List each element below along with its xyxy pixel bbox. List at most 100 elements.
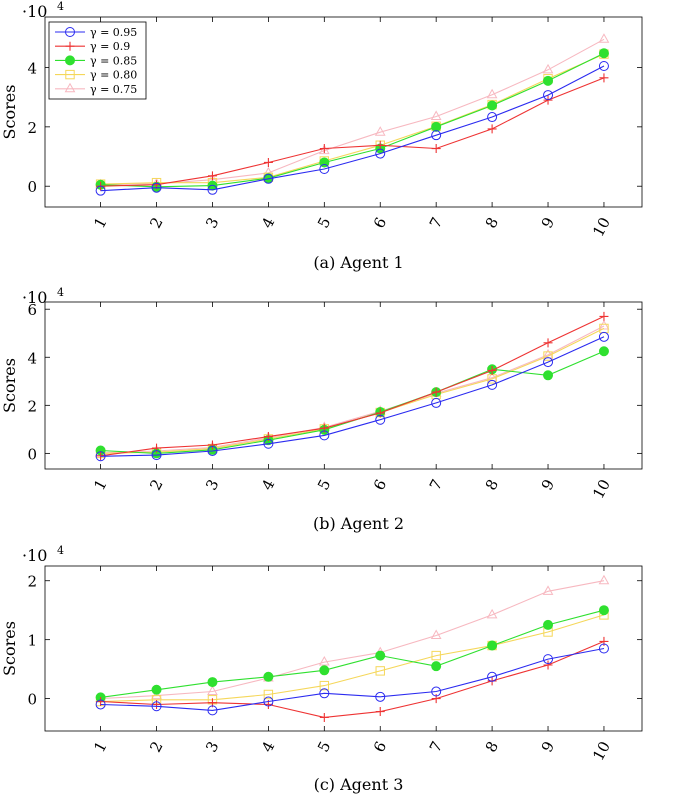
chart-caption: (a) Agent 1 — [313, 253, 403, 272]
data-point — [207, 677, 218, 688]
data-point — [263, 438, 274, 449]
data-point — [375, 691, 386, 702]
x-tick-label: 6 — [370, 476, 390, 493]
series-circle — [95, 643, 609, 716]
data-point — [151, 689, 162, 700]
exponent-label: ·10 — [22, 2, 47, 21]
data-point — [263, 173, 274, 184]
series-square — [95, 49, 609, 189]
x-tick-label: 1 — [90, 476, 110, 493]
data-point — [375, 666, 385, 676]
exponent-label: ·10 — [22, 288, 47, 307]
data-point — [431, 650, 441, 661]
x-tick-label: 6 — [370, 214, 390, 231]
data-point — [431, 694, 441, 704]
series-square — [95, 323, 609, 459]
data-point — [319, 688, 330, 699]
data-point — [375, 650, 386, 661]
data-point — [263, 671, 274, 682]
y-tick-label: 4 — [27, 59, 37, 77]
series-line — [100, 336, 605, 457]
y-tick-label: 2 — [27, 573, 37, 591]
series-line — [100, 325, 605, 454]
x-tick-label: 3 — [202, 214, 222, 231]
x-tick-label: 5 — [314, 214, 334, 231]
plot-frame — [44, 565, 643, 732]
data-point — [319, 164, 330, 174]
data-point — [151, 182, 162, 193]
series-circle — [95, 60, 609, 196]
data-point — [487, 365, 497, 375]
y-tick-label: 2 — [27, 119, 37, 137]
data-point — [487, 379, 498, 390]
data-point — [207, 685, 218, 696]
data-point — [487, 100, 498, 111]
data-point — [430, 110, 442, 120]
data-point — [598, 48, 609, 59]
series-plus — [96, 636, 609, 722]
data-point — [207, 440, 217, 450]
series-line — [100, 580, 605, 700]
chart-panel-2: 0 2 4 6 1 2 3 4 5 6 7 8 9 10 ·10 4 Scores (b) Agent 2 — [0, 286, 643, 533]
data-point — [375, 408, 385, 418]
data-point — [95, 451, 106, 462]
y-axis-label: Scores — [0, 621, 19, 676]
data-point — [487, 640, 498, 651]
x-tick-label: 2 — [146, 214, 166, 231]
legend-marker — [65, 55, 75, 66]
data-point — [152, 443, 162, 453]
x-tick-label: 4 — [258, 738, 278, 755]
data-point — [598, 605, 609, 616]
data-point — [319, 430, 330, 441]
series-plus — [96, 311, 609, 461]
legend-marker — [64, 82, 76, 93]
data-point — [151, 450, 162, 461]
data-point — [598, 574, 610, 585]
x-tick-label: 7 — [426, 214, 446, 231]
exponent-power: 4 — [57, 544, 64, 557]
legend-label: γ = 0.95 — [90, 26, 137, 39]
data-point — [431, 130, 442, 141]
x-tick-label: 5 — [314, 738, 334, 755]
data-point — [374, 126, 386, 136]
data-point — [598, 643, 609, 654]
series-line — [100, 65, 605, 192]
series-line — [100, 350, 605, 454]
x-tick-label: 1 — [90, 738, 110, 755]
series-line — [100, 77, 605, 187]
data-point — [375, 148, 386, 159]
data-point — [431, 144, 441, 154]
x-tick-label: 1 — [90, 214, 110, 231]
exponent-power: 4 — [57, 286, 64, 299]
exponent-power: 4 — [57, 0, 64, 13]
data-point — [486, 608, 498, 619]
x-tick-label: 4 — [258, 476, 278, 493]
x-tick-label: 10 — [589, 476, 614, 501]
x-tick-label: 5 — [314, 476, 334, 493]
data-point — [375, 140, 385, 150]
series-triangle — [95, 320, 610, 457]
data-point — [319, 665, 330, 676]
data-point — [95, 699, 106, 710]
data-point — [207, 445, 218, 456]
data-point — [318, 656, 330, 666]
legend-label: γ = 0.9 — [90, 40, 130, 53]
data-point — [319, 712, 329, 722]
data-point — [95, 185, 106, 196]
data-point — [598, 60, 609, 71]
series-line — [100, 609, 605, 698]
x-tick-label: 8 — [482, 214, 502, 231]
y-axis-label: Scores — [0, 85, 19, 140]
data-point — [319, 144, 329, 154]
data-point — [543, 95, 553, 105]
data-point — [431, 397, 442, 408]
data-point — [543, 619, 554, 630]
series-circle — [95, 331, 609, 462]
data-point — [319, 680, 330, 691]
series-line — [100, 52, 605, 188]
series-triangle — [95, 574, 610, 703]
legend-marker — [65, 69, 75, 80]
data-point — [599, 636, 609, 646]
data-point — [542, 585, 554, 595]
data-point — [543, 357, 554, 368]
